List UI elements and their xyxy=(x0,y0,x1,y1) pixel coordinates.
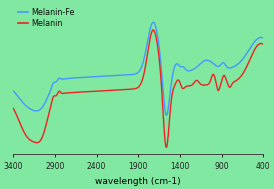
X-axis label: wavelength (cm-1): wavelength (cm-1) xyxy=(95,177,181,186)
Legend: Melanin-Fe, Melanin: Melanin-Fe, Melanin xyxy=(17,8,75,28)
